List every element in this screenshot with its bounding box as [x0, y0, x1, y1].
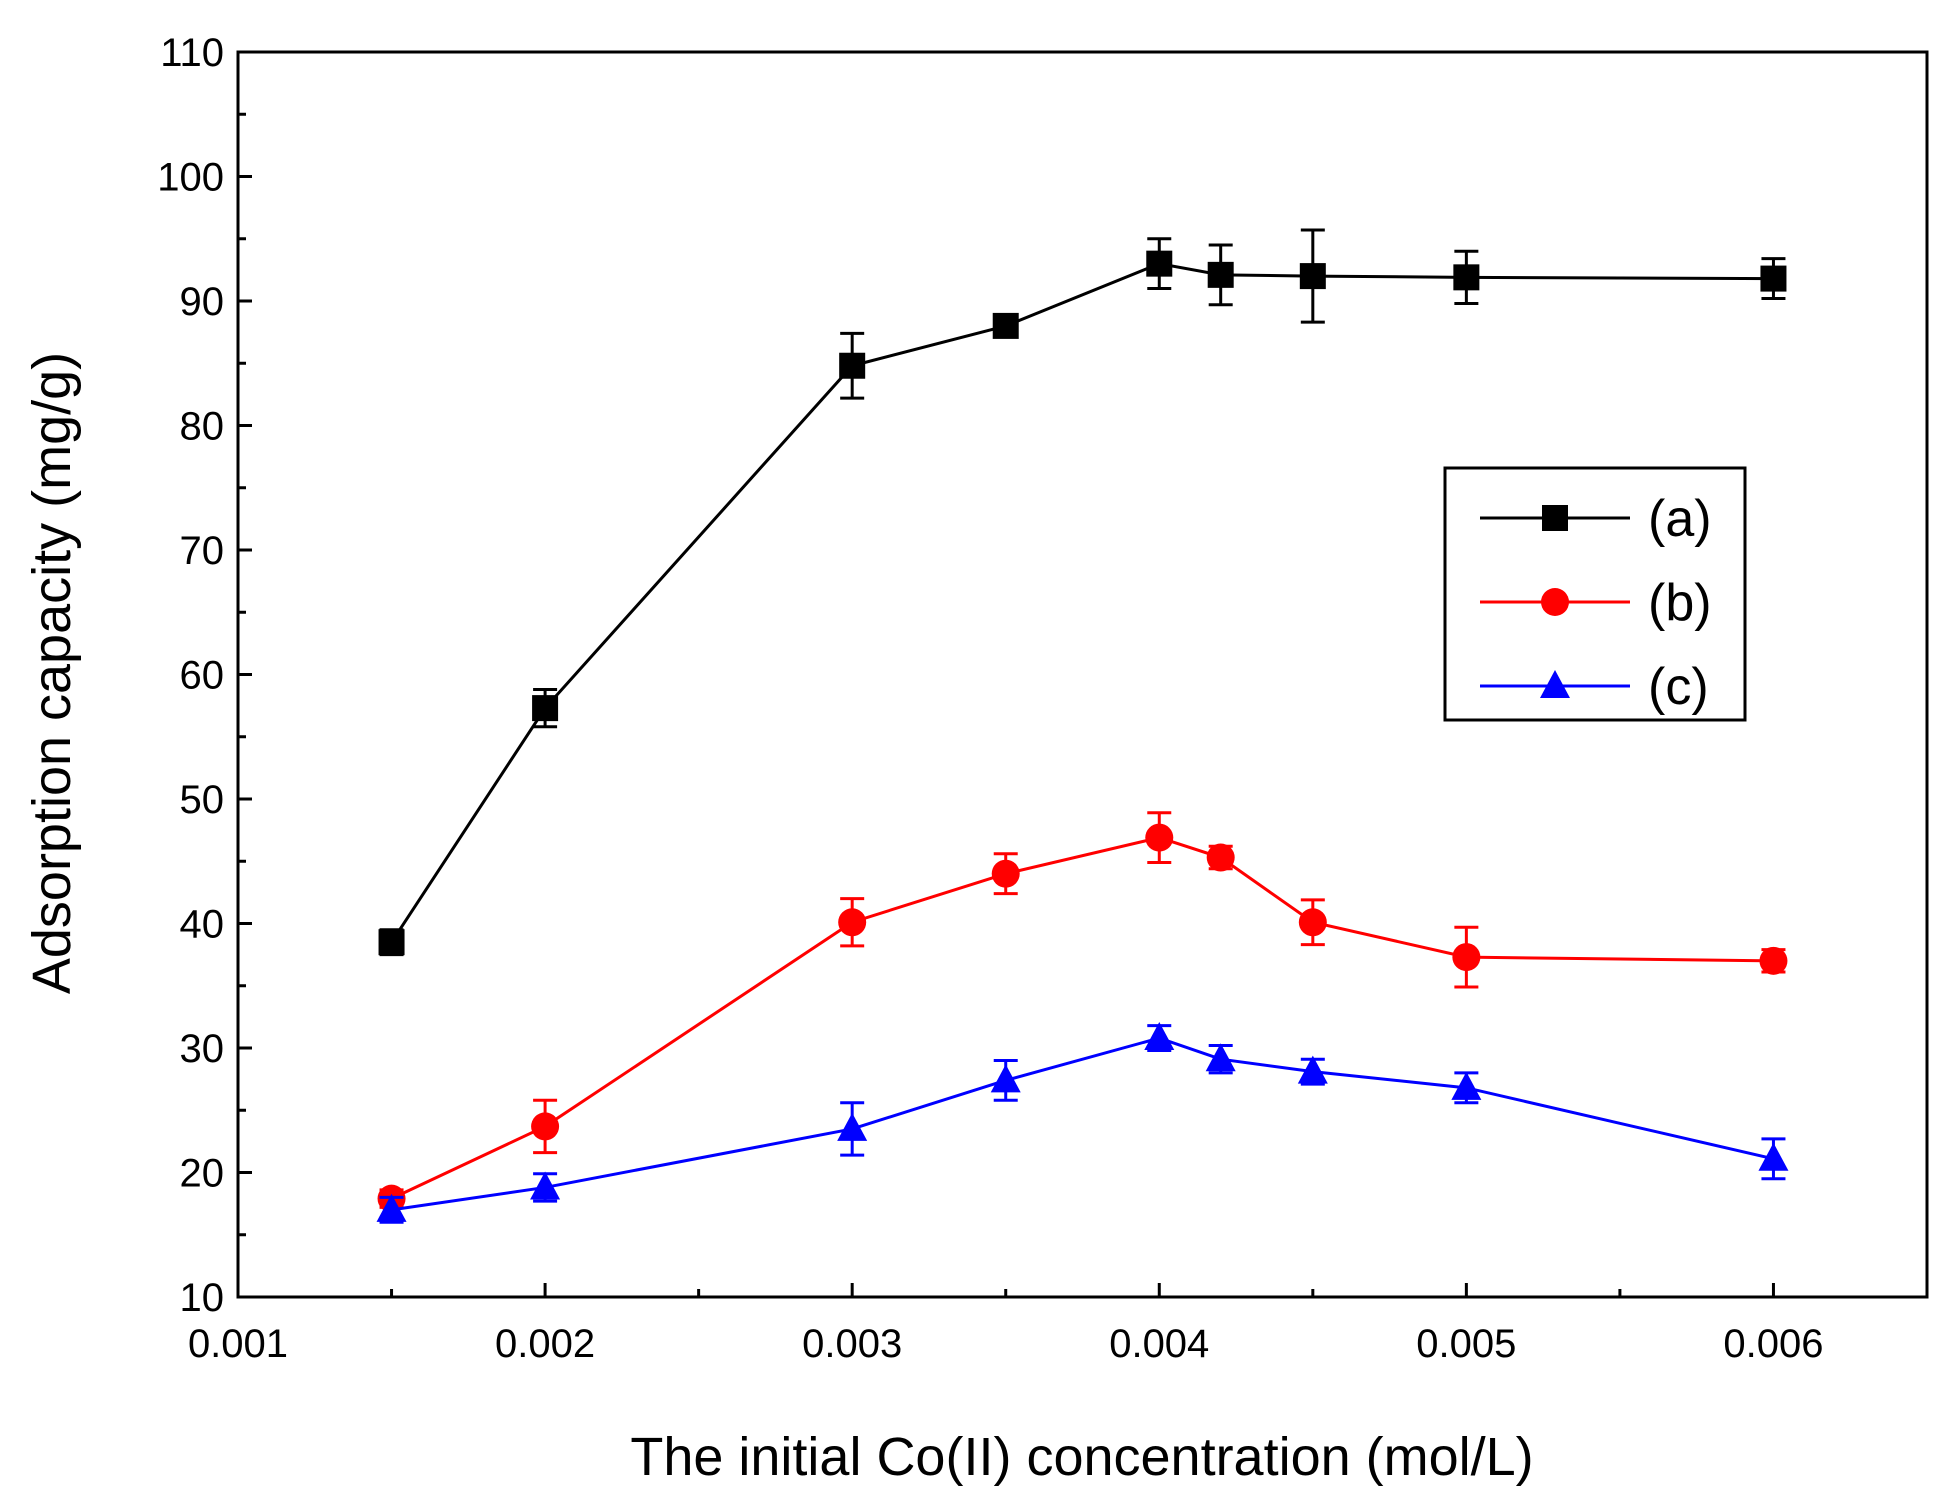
series-0	[378, 228, 1787, 957]
y-axis-ticks: 10 20 30 40 50 60 70 80 90 100 110	[157, 31, 252, 1320]
y-tick-label: 50	[180, 778, 225, 822]
x-tick-label: 0.001	[188, 1322, 288, 1366]
series-1	[377, 811, 1788, 1213]
data-point	[1145, 823, 1174, 852]
data-point	[1144, 1022, 1175, 1051]
legend-entries: (a) (b) (c)	[1480, 490, 1712, 716]
legend-marker	[1541, 588, 1569, 616]
y-tick-label: 70	[180, 529, 225, 573]
y-tick-label: 60	[180, 654, 225, 698]
data-point	[531, 1112, 560, 1141]
legend-marker	[1540, 670, 1570, 698]
data-point	[992, 312, 1019, 339]
y-tick-label: 40	[180, 903, 225, 947]
data-point	[1451, 1071, 1482, 1100]
data-point	[1146, 250, 1173, 277]
data-point	[1758, 1142, 1789, 1171]
data-point	[837, 1112, 868, 1141]
y-tick-label: 90	[180, 280, 225, 324]
data-point	[1453, 264, 1480, 291]
data-point	[1205, 1043, 1236, 1072]
legend-label: (b)	[1648, 574, 1712, 632]
y-tick-label: 80	[180, 405, 225, 449]
data-point	[1760, 265, 1787, 292]
data-point	[1297, 1055, 1328, 1084]
data-point	[839, 352, 866, 379]
data-point	[990, 1064, 1021, 1093]
data-point	[1298, 908, 1327, 937]
x-axis-title: The initial Co(II) concentration (mol/L)	[630, 1427, 1533, 1487]
y-tick-label: 10	[180, 1276, 225, 1320]
data-point	[838, 908, 867, 937]
y-tick-label: 100	[157, 156, 224, 200]
data-point	[1759, 946, 1788, 975]
series-2	[376, 1022, 1789, 1224]
data-point	[530, 1171, 561, 1200]
data-point	[1207, 261, 1234, 288]
data-point	[991, 859, 1020, 888]
data-point	[378, 929, 405, 956]
legend: (a) (b) (c)	[1443, 466, 1747, 722]
legend-label: (a)	[1648, 490, 1712, 548]
x-tick-label: 0.003	[802, 1322, 902, 1366]
x-axis-ticks: 0.001 0.002 0.003 0.004 0.005 0.006	[188, 1283, 1824, 1366]
legend-box	[1443, 466, 1747, 722]
series-line	[390, 836, 1774, 1201]
y-tick-label: 110	[160, 31, 224, 75]
data-point	[532, 695, 559, 722]
y-tick-label: 30	[180, 1027, 225, 1071]
legend-label: (c)	[1648, 658, 1709, 716]
x-tick-label: 0.002	[495, 1322, 595, 1366]
data-point	[1206, 843, 1235, 872]
series-layer	[376, 228, 1789, 1224]
x-tick-label: 0.004	[1109, 1322, 1209, 1366]
series-line	[391, 1036, 1774, 1212]
x-tick-label: 0.005	[1416, 1322, 1516, 1366]
data-point	[376, 1193, 407, 1222]
x-tick-label: 0.006	[1723, 1322, 1823, 1366]
y-axis-title: Adsorption capacity (mg/g)	[22, 352, 82, 994]
data-point	[1452, 943, 1481, 972]
legend-marker	[1542, 505, 1568, 531]
y-tick-label: 20	[180, 1152, 225, 1196]
data-point	[1299, 263, 1326, 290]
